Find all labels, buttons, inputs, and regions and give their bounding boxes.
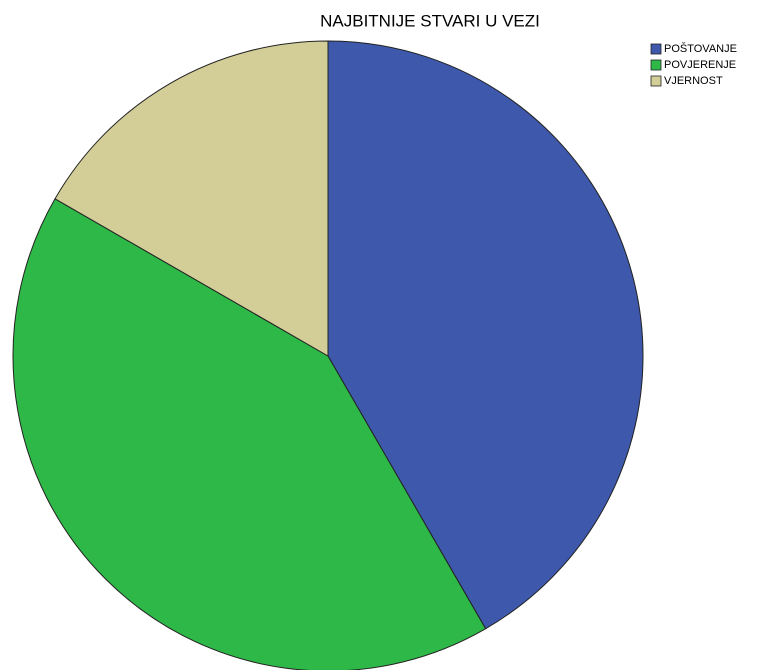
pie-slice — [12, 198, 487, 670]
legend-swatch — [650, 59, 662, 71]
legend-label: VJERNOST — [664, 75, 723, 87]
legend-label: POVJERENJE — [664, 59, 736, 71]
legend-label: POŠTOVANJE — [664, 42, 737, 55]
legend-swatch — [650, 43, 662, 55]
chart-title: NAJBITNIJE STVARI U VEZI — [320, 11, 540, 30]
legend-swatch — [650, 75, 662, 87]
pie-slice — [54, 40, 329, 357]
pie-slice — [327, 40, 644, 630]
